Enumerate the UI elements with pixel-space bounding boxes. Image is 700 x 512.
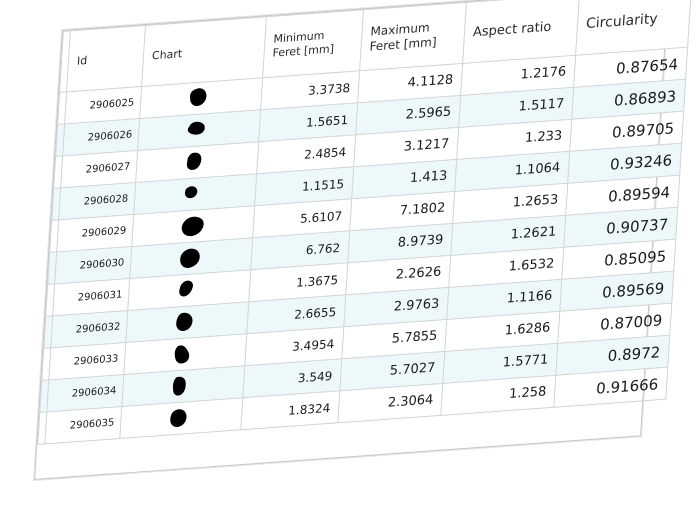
column-header-circularity[interactable]: Circularity [575, 0, 692, 56]
particle-silhouette-icon [180, 248, 200, 268]
table-row[interactable]: 2906031 1.3675 2.2626 1.6532 0.85095 [45, 239, 676, 317]
particle-silhouette-icon [186, 152, 202, 170]
cell-chart[interactable] [125, 301, 249, 343]
table-row[interactable]: 2906030 6.762 8.9739 1.2621 0.90737 [47, 207, 678, 285]
table-row[interactable]: 2906032 2.6655 2.9763 1.1166 0.89569 [43, 271, 674, 349]
table-body: 2906025 3.3738 4.1128 1.2176 0.87654 2906026 1… [37, 47, 688, 445]
cell-chart[interactable] [139, 77, 263, 119]
table-row[interactable]: 2906029 5.6107 7.1802 1.2653 0.89594 [49, 175, 680, 253]
particle-silhouette-icon [187, 121, 205, 135]
cell-chart[interactable] [133, 173, 257, 215]
cell-max-feret[interactable]: 2.3064 [337, 383, 443, 423]
column-header-chart[interactable]: Chart [141, 16, 267, 87]
cell-id[interactable]: 2906035 [44, 406, 122, 444]
particle-silhouette-icon [170, 408, 187, 427]
cell-chart[interactable] [135, 141, 259, 183]
particle-silhouette-icon [174, 344, 190, 363]
table-row[interactable]: 2906025 3.3738 4.1128 1.2176 0.87654 [57, 47, 688, 125]
cell-chart[interactable] [121, 365, 245, 407]
cell-chart[interactable] [129, 237, 253, 279]
cell-aspect-ratio[interactable]: 1.258 [440, 375, 556, 416]
particle-silhouette-icon [179, 280, 194, 296]
particle-silhouette-icon [176, 312, 193, 331]
particle-silhouette-icon [190, 87, 207, 106]
particle-table: Id Chart Minimum Feret [mm] Maximum Fere… [37, 0, 692, 445]
column-header-max-feret[interactable]: Maximum Feret [mm] [359, 2, 467, 71]
table-row[interactable]: 2906034 3.549 5.7027 1.5771 0.8972 [39, 335, 670, 413]
cell-chart[interactable] [119, 397, 243, 439]
table-row[interactable]: 2906026 1.5651 2.5965 1.5117 0.86893 [55, 79, 686, 157]
cell-chart[interactable] [127, 269, 251, 311]
table-row[interactable]: 2906028 1.1515 1.413 1.1064 0.93246 [51, 143, 682, 221]
cell-chart[interactable] [137, 109, 261, 151]
column-header-aspect-ratio[interactable]: Aspect ratio [462, 0, 580, 64]
cell-chart[interactable] [123, 333, 247, 375]
particle-silhouette-icon [172, 376, 186, 396]
table-row[interactable]: 2906035 1.8324 2.3064 1.258 0.91666 [37, 367, 668, 445]
particle-silhouette-icon [184, 185, 198, 198]
cell-circularity[interactable]: 0.91666 [553, 367, 668, 408]
column-header-id[interactable]: Id [66, 25, 146, 92]
table-row[interactable]: 2906027 2.4854 3.1217 1.233 0.89705 [53, 111, 684, 189]
cell-chart[interactable] [131, 205, 255, 247]
column-header-min-feret[interactable]: Minimum Feret [mm] [262, 9, 364, 78]
table-row[interactable]: 2906033 3.4954 5.7855 1.6286 0.87009 [41, 303, 672, 381]
particle-silhouette-icon [181, 216, 204, 236]
particle-data-grid: Id Chart Minimum Feret [mm] Maximum Fere… [34, 0, 692, 481]
cell-min-feret[interactable]: 1.8324 [240, 390, 340, 430]
